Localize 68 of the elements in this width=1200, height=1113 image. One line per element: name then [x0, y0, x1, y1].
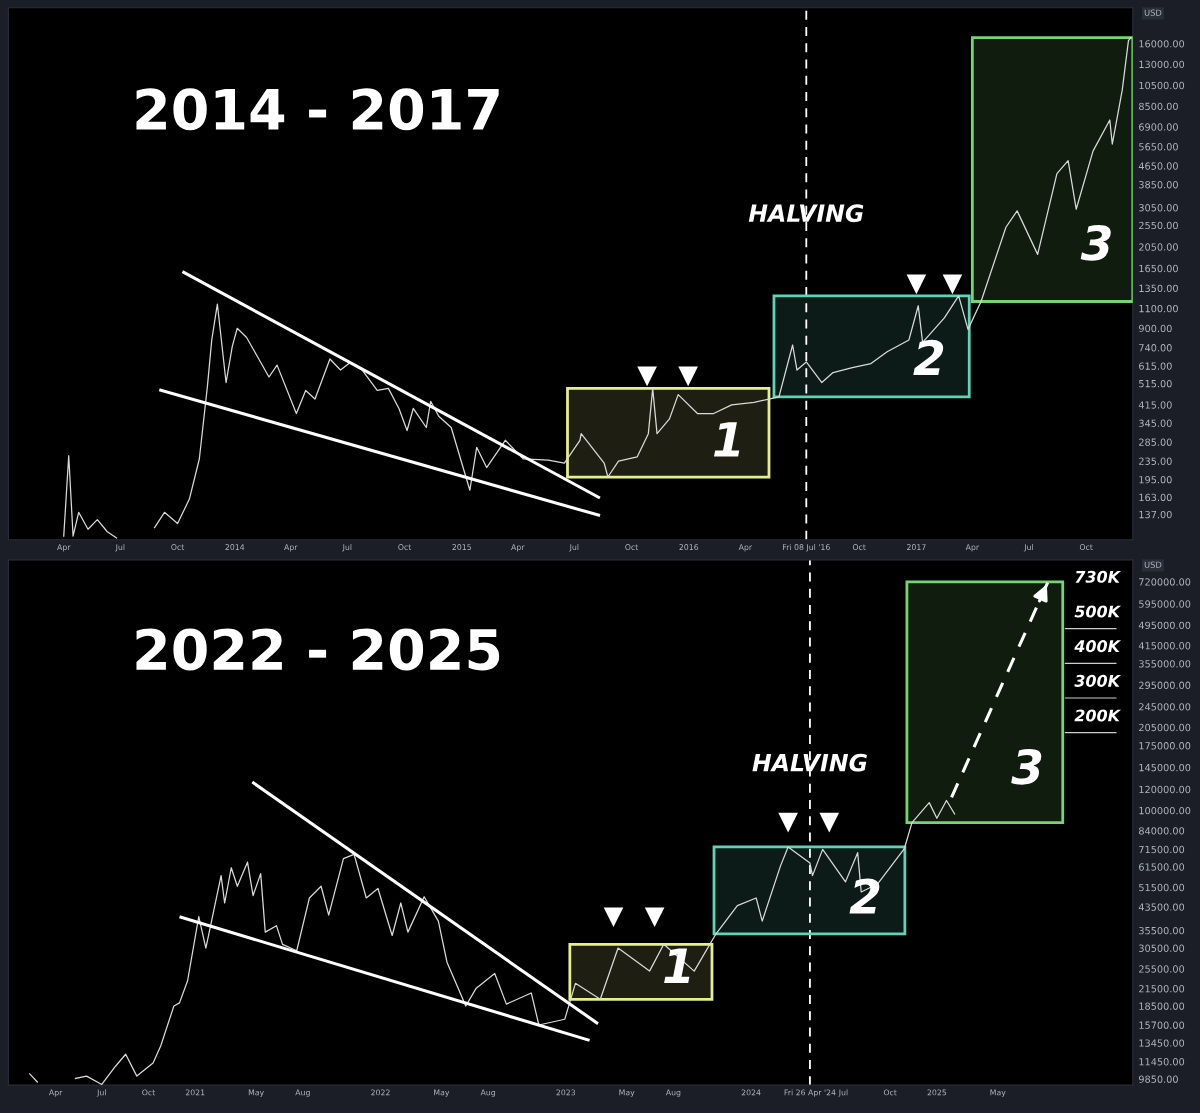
y-tick-label: 43500.00	[1138, 903, 1185, 911]
y-tick-label: 15700.00	[1139, 1021, 1185, 1029]
y-tick-label: 2550.00	[1139, 221, 1178, 230]
annotation: 500K	[1074, 605, 1122, 618]
ref-line-label: HALVING	[752, 753, 867, 772]
y-tick-label: 11450.00	[1139, 1058, 1185, 1066]
y-tick-label: 175000.00	[1139, 742, 1191, 750]
y-tick-label: 8500.00	[1139, 102, 1178, 111]
y-tick-label: 4650.00	[1138, 162, 1178, 170]
y-tick-label: 1650.00	[1139, 264, 1178, 273]
band-label: 2	[849, 878, 880, 914]
ref-line-label: HALVING	[748, 204, 864, 223]
y-tick-label: 10500.00	[1139, 81, 1185, 90]
annotation: 400K	[1074, 640, 1122, 653]
y-axis-title: USD	[1144, 561, 1162, 568]
band-label: 3	[1080, 224, 1111, 261]
band-label: 1	[664, 948, 690, 983]
y-tick-label: 13450.00	[1139, 1039, 1185, 1047]
y-tick-label: 900.00	[1138, 324, 1172, 333]
y-tick-label: 25500.00	[1139, 965, 1185, 973]
y-tick-label: 2050.00	[1139, 243, 1178, 251]
y-tick-label: 9850.00	[1138, 1075, 1178, 1083]
y-tick-label: 415000.00	[1138, 642, 1191, 650]
band-label: 2	[913, 339, 944, 375]
y-tick-label: 13000.00	[1139, 60, 1185, 69]
y-tick-label: 120000.00	[1139, 785, 1191, 794]
text: 2022 - 2025	[136, 628, 500, 671]
y-tick-label: 16000.00	[1139, 40, 1185, 48]
y-tick-label: 5650.00	[1139, 143, 1178, 151]
y-tick-label: 18500.00	[1139, 1002, 1185, 1010]
y-tick-label: 595000.00	[1139, 600, 1191, 608]
y-tick-label: 205000.00	[1139, 723, 1191, 732]
y-tick-label: 615.00	[1139, 362, 1172, 370]
annotation: 300K	[1074, 674, 1122, 687]
y-tick-label: 720000.00	[1139, 578, 1191, 586]
y-tick-label: 495000.00	[1138, 621, 1191, 630]
y-tick-label: 3050.00	[1139, 204, 1178, 212]
annotation: 730K	[1075, 570, 1122, 583]
y-tick-label: 295000.00	[1139, 681, 1191, 689]
y-tick-label: 345.00	[1139, 419, 1172, 427]
text: 2014 - 2017	[136, 88, 499, 131]
band-label: 1	[713, 422, 740, 457]
y-tick-label: 235.00	[1139, 457, 1172, 465]
y-tick-label: 137.00	[1139, 510, 1172, 519]
y-tick-label: 1100.00	[1139, 304, 1178, 313]
y-tick-label: 30500.00	[1139, 944, 1185, 952]
y-tick-label: 145000.00	[1139, 763, 1191, 772]
y-tick-label: 195.00	[1139, 476, 1172, 484]
y-tick-label: 61500.00	[1139, 863, 1185, 871]
y-tick-label: 1350.00	[1139, 284, 1178, 293]
y-tick-label: 3850.00	[1139, 181, 1178, 189]
y-tick-label: 355000.00	[1139, 660, 1191, 668]
y-tick-label: 71500.00	[1139, 845, 1185, 854]
y-tick-label: 515.00	[1139, 379, 1172, 388]
y-tick-label: 245000.00	[1139, 703, 1191, 711]
y-tick-label: 51500.00	[1139, 883, 1185, 892]
y-tick-label: 740.00	[1139, 344, 1172, 352]
y-axis-title: USD	[1144, 9, 1162, 16]
y-tick-label: 285.00	[1139, 438, 1172, 446]
y-tick-label: 163.00	[1139, 493, 1172, 502]
y-tick-label: 35500.00	[1139, 926, 1185, 935]
y-tick-label: 415.00	[1138, 401, 1172, 409]
y-tick-label: 6900.00	[1139, 123, 1178, 131]
y-tick-label: 84000.00	[1139, 827, 1185, 835]
y-tick-label: 21500.00	[1139, 985, 1185, 993]
annotation: 200K	[1074, 709, 1122, 722]
y-tick-label: 100000.00	[1139, 806, 1191, 815]
band-label: 3	[1011, 748, 1042, 785]
